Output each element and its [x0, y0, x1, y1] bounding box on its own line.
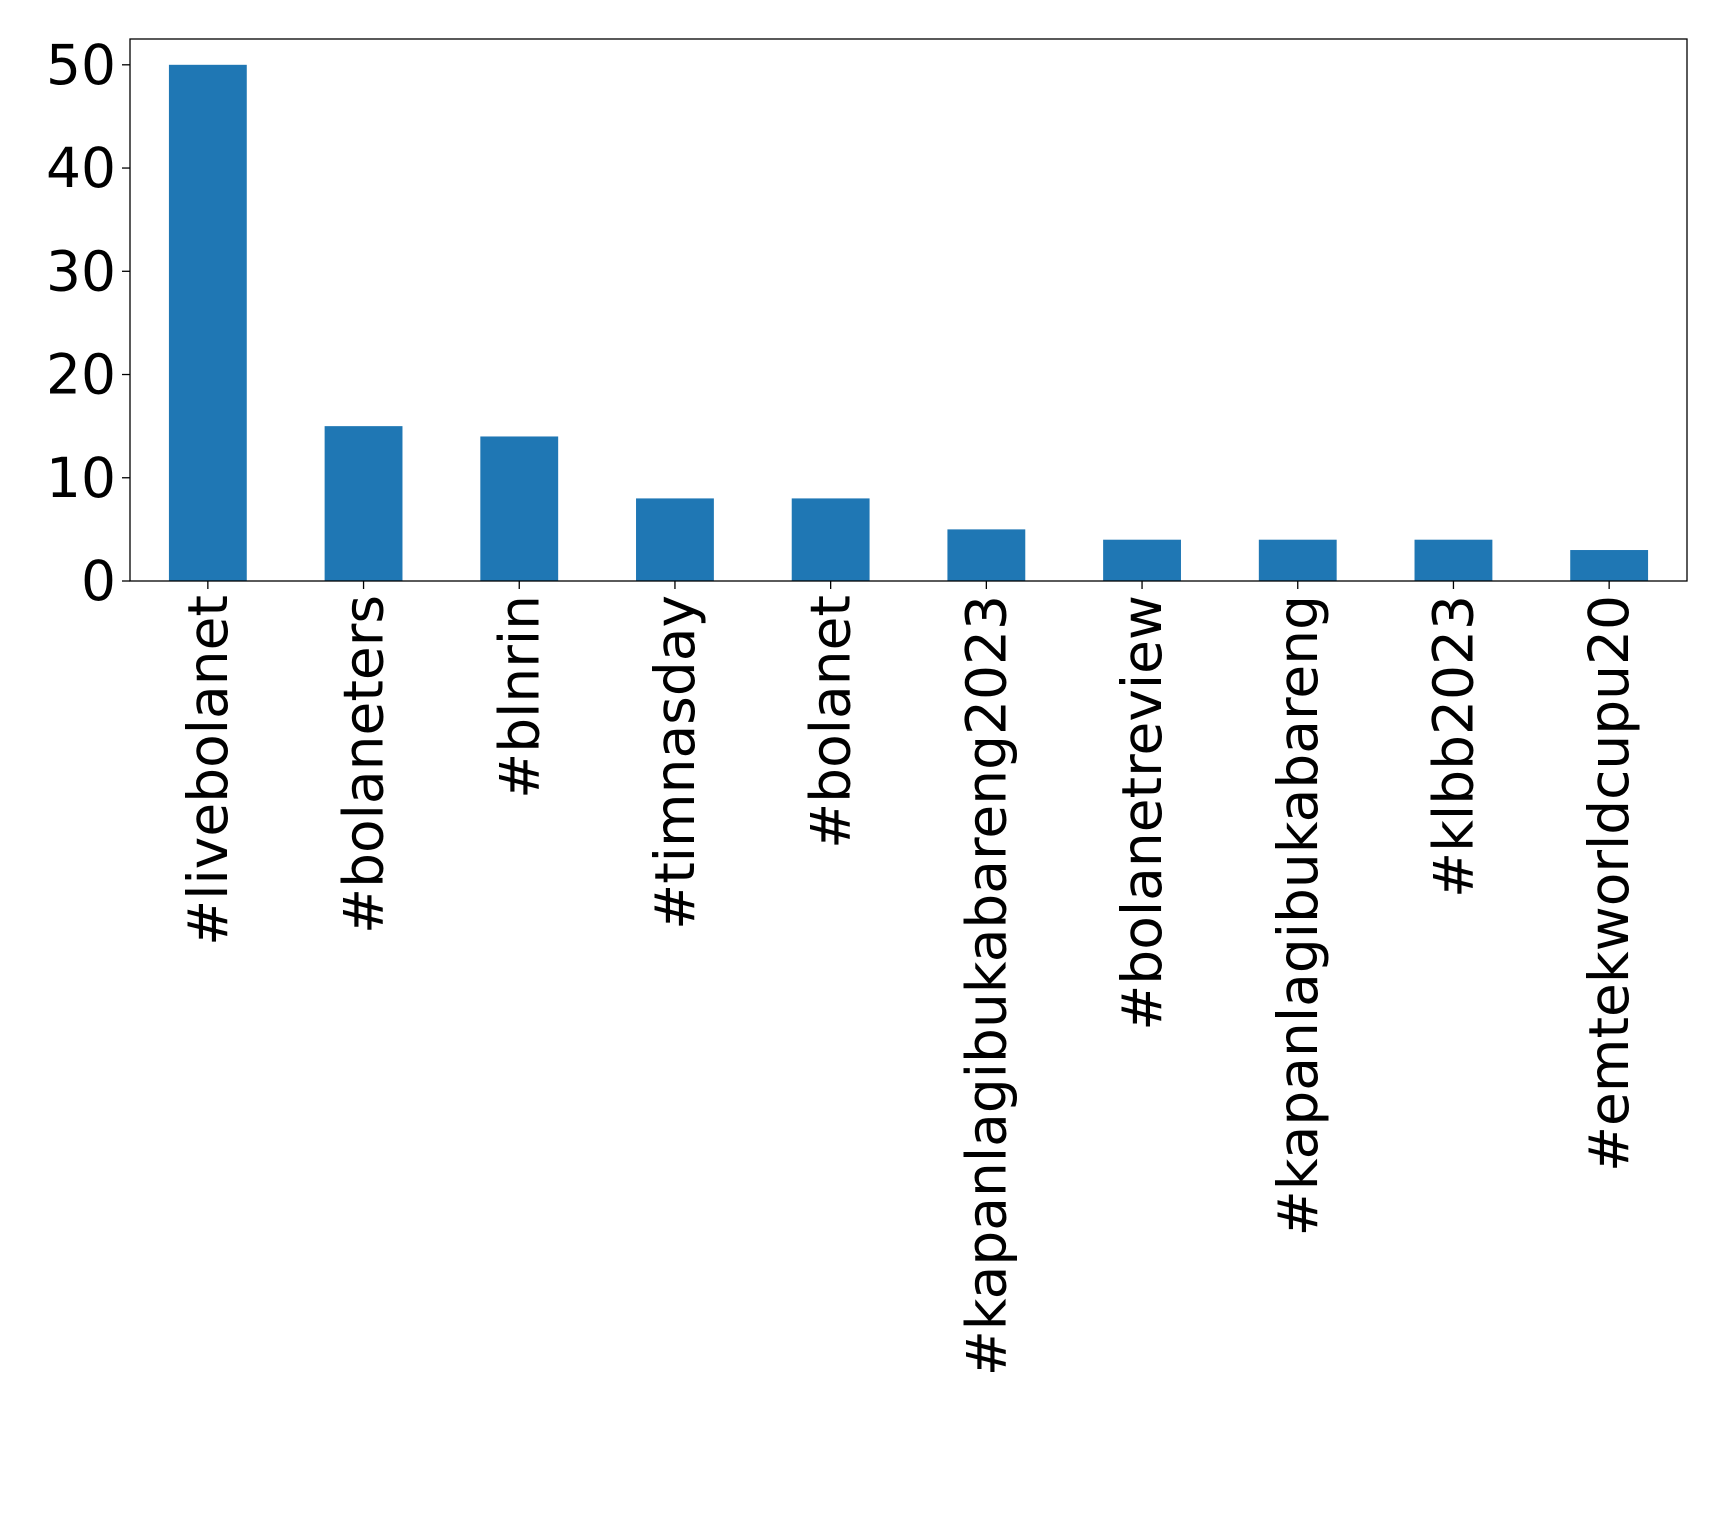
- x-tick-label: #blnrin: [487, 595, 551, 799]
- x-tick-label: #bolanetreview: [1110, 595, 1174, 1031]
- plot-frame: [129, 38, 1688, 582]
- x-tick-label: #klbb2023: [1421, 595, 1485, 898]
- x-tick-label: #kapanlagibukabareng2023: [954, 595, 1018, 1376]
- bar: [1570, 550, 1649, 581]
- bar: [791, 498, 870, 581]
- y-tick-label: 40: [46, 136, 116, 200]
- x-axis: #livebolanet #bolaneters #blnrin #timnasday…: [176, 581, 1641, 1376]
- bar: [324, 426, 403, 581]
- bar: [1414, 539, 1493, 581]
- bar: [168, 64, 247, 582]
- y-tick-label: 0: [81, 549, 116, 613]
- y-tick-label: 30: [46, 239, 116, 303]
- x-tick-label: #emtekworldcupu20: [1577, 595, 1641, 1172]
- y-axis: 0 10 20 30 40 50: [46, 33, 130, 613]
- x-tick-label: #bolaneters: [332, 595, 396, 934]
- y-tick-label: 10: [46, 446, 116, 510]
- x-tick-label: #bolanet: [799, 595, 863, 849]
- y-tick-label: 50: [46, 33, 116, 97]
- bar: [480, 436, 559, 581]
- x-tick-label: #timnasday: [643, 595, 707, 930]
- bar: [947, 529, 1026, 581]
- bar: [1103, 539, 1181, 581]
- bar: [1258, 539, 1337, 581]
- x-tick-label: #kapanlagibukabareng: [1266, 595, 1330, 1236]
- x-tick-label: #livebolanet: [176, 595, 240, 946]
- bars-group: [168, 64, 1649, 582]
- bar: [636, 498, 714, 581]
- y-tick-label: 20: [46, 343, 116, 407]
